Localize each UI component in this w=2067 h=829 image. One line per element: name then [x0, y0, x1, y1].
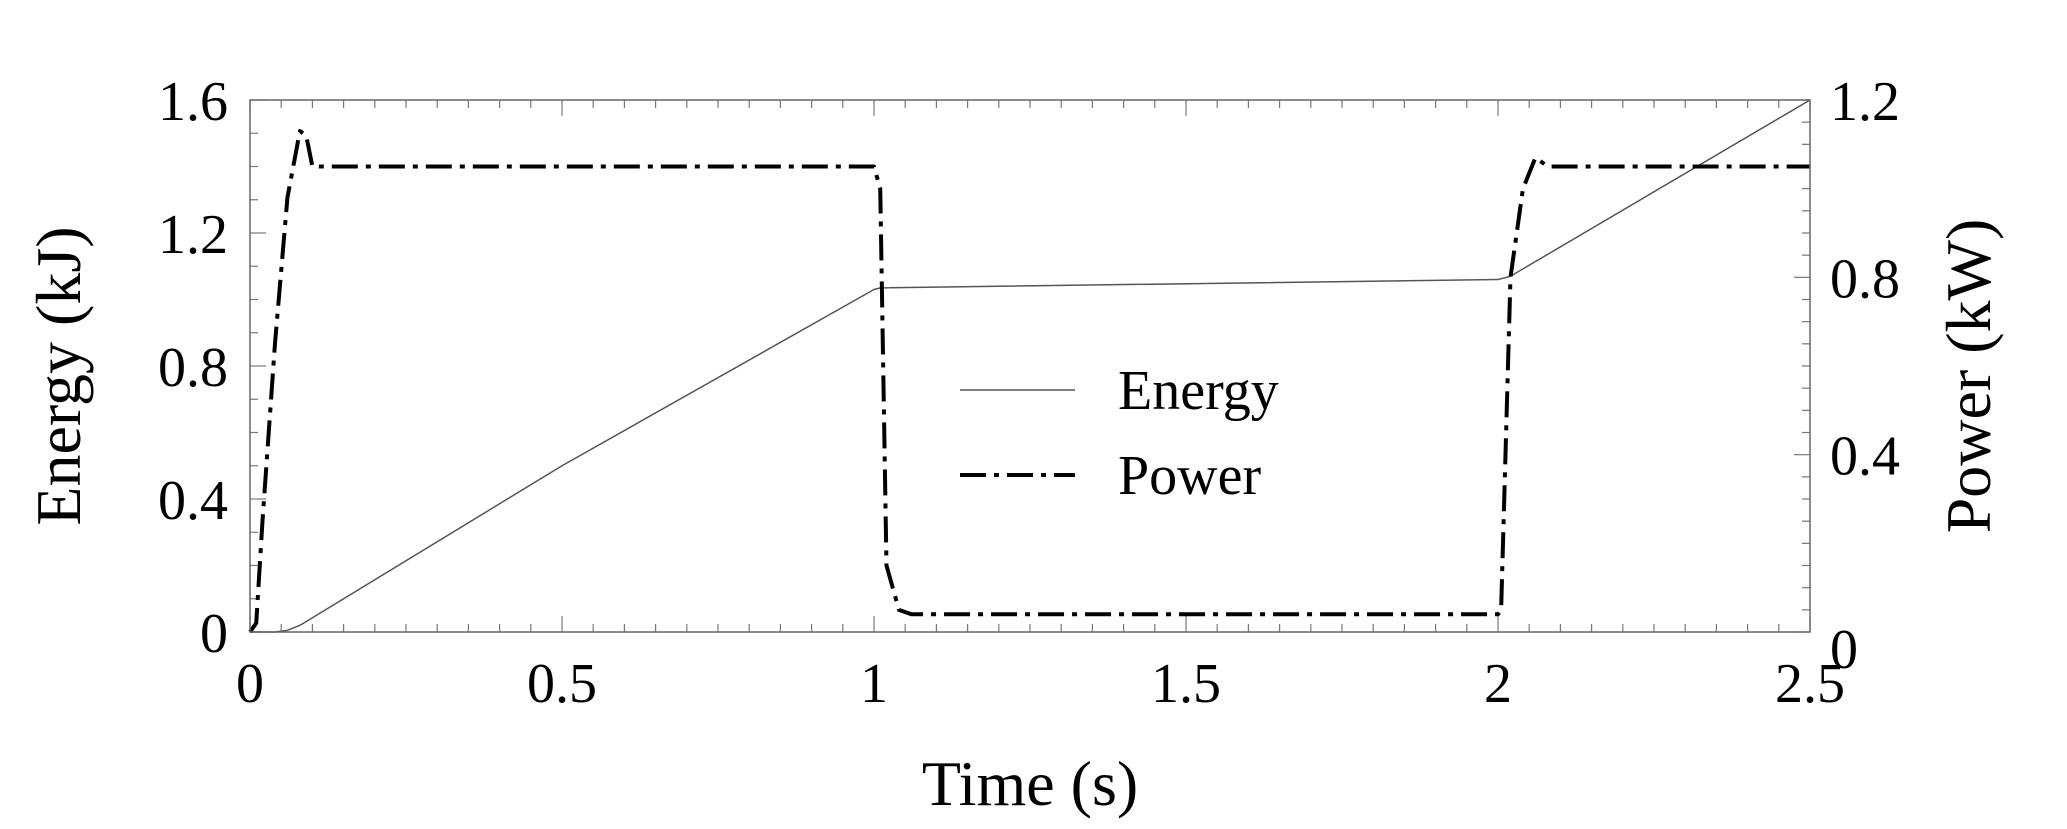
y2-tick-label: 0.4: [1830, 426, 1900, 488]
tick-labels-layer: 0 0.5 1 1.5 2 2.500.40.81.21.600.40.81.2: [158, 71, 1900, 715]
x-tick-label: 1.5: [1151, 653, 1221, 715]
y2-tick-label: 1.2: [1830, 71, 1900, 133]
legend-label-power: Power: [1118, 445, 1261, 507]
y2-tick-label: 0.8: [1830, 248, 1900, 310]
series-layer: [248, 99, 1811, 634]
y-tick-label: 0.8: [158, 337, 228, 399]
y-tick-label: 1.6: [158, 71, 228, 133]
y2-tick-label: 0: [1830, 619, 1858, 681]
legend-label-energy: Energy: [1118, 360, 1279, 422]
x-tick-label: 2: [1484, 653, 1512, 715]
y-tick-label: 0: [200, 603, 228, 665]
series-line-energy: [250, 99, 1811, 633]
y2-axis-title: Power (kW): [1933, 219, 2004, 534]
y-tick-label: 0.4: [158, 470, 228, 532]
ticks-layer: [249, 99, 1811, 633]
x-axis-title: Time (s): [922, 748, 1138, 819]
series-line-power: [248, 129, 1810, 634]
x-tick-label: 0.5: [527, 653, 597, 715]
plot-frame: [249, 99, 1811, 633]
y-axis-title: Energy (kJ): [23, 226, 94, 525]
x-tick-label: 1: [860, 653, 888, 715]
legend: Energy Power: [960, 360, 1279, 507]
x-tick-label: 0: [236, 653, 264, 715]
y-tick-label: 1.2: [158, 204, 228, 266]
x-tick-label: 2.5: [1775, 653, 1845, 715]
